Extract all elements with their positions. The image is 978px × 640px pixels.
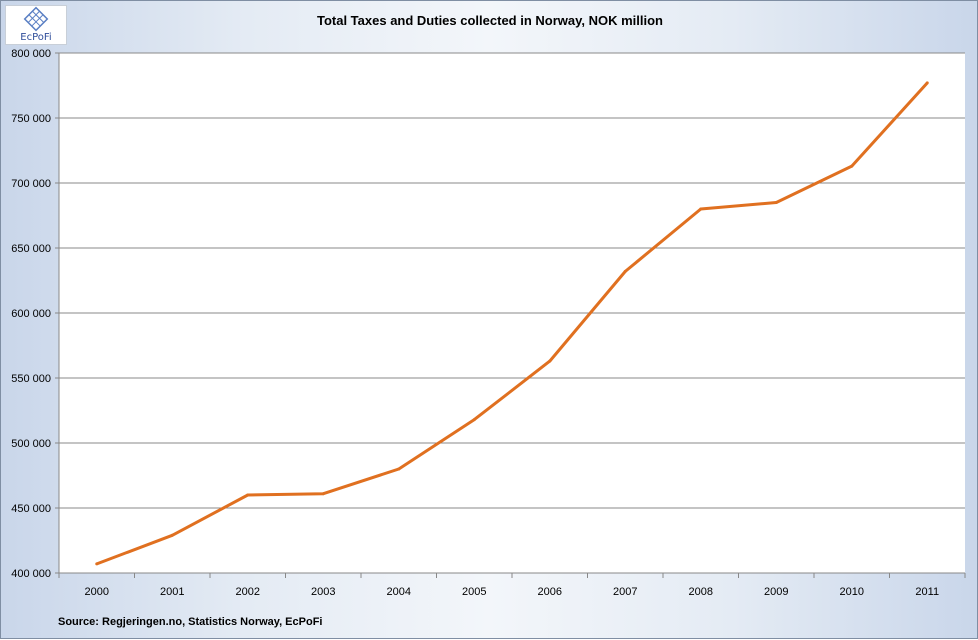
- data-point: [170, 533, 174, 537]
- data-point: [321, 492, 325, 496]
- y-tick-label: 800 000: [11, 48, 51, 60]
- x-tick-label: 2005: [462, 586, 486, 598]
- data-point: [699, 207, 703, 211]
- y-tick-label: 400 000: [11, 568, 51, 580]
- series-line-taxes: [96, 81, 929, 566]
- x-tick-label: 2011: [915, 586, 939, 598]
- y-tick-label: 550 000: [11, 373, 51, 385]
- data-point: [850, 164, 854, 168]
- y-tick-label: 450 000: [11, 503, 51, 515]
- y-tick-label: 700 000: [11, 178, 51, 190]
- chart-title: Total Taxes and Duties collected in Norw…: [316, 13, 663, 28]
- data-point: [774, 201, 778, 204]
- data-point: [95, 562, 99, 566]
- ecpofi-logo: EcPoFi: [5, 5, 67, 45]
- data-point: [246, 493, 250, 497]
- x-tick-label: 2004: [387, 586, 411, 598]
- y-tick-label: 600 000: [11, 308, 51, 320]
- x-tick-label: 2000: [85, 586, 109, 598]
- x-tick-label: 2009: [764, 586, 788, 598]
- x-tick-label: 2001: [160, 586, 184, 598]
- logo-text: EcPoFi: [20, 32, 52, 43]
- x-tick-label: 2002: [236, 586, 260, 598]
- x-tick-label: 2010: [840, 586, 864, 598]
- data-point: [472, 418, 476, 422]
- logo-emblem-icon: [23, 6, 49, 32]
- y-tick-label: 650 000: [11, 243, 51, 255]
- x-tick-label: 2007: [613, 586, 637, 598]
- y-tick-label: 750 000: [11, 113, 51, 125]
- data-point: [623, 269, 627, 273]
- x-tick-label: 2003: [311, 586, 335, 598]
- x-tick-label: 2006: [538, 586, 562, 598]
- data-point: [925, 81, 929, 85]
- y-tick-label: 500 000: [11, 438, 51, 450]
- data-point: [397, 467, 401, 471]
- data-point: [548, 359, 552, 363]
- source-note: Source: Regjeringen.no, Statistics Norwa…: [58, 616, 323, 628]
- x-tick-label: 2008: [689, 586, 713, 598]
